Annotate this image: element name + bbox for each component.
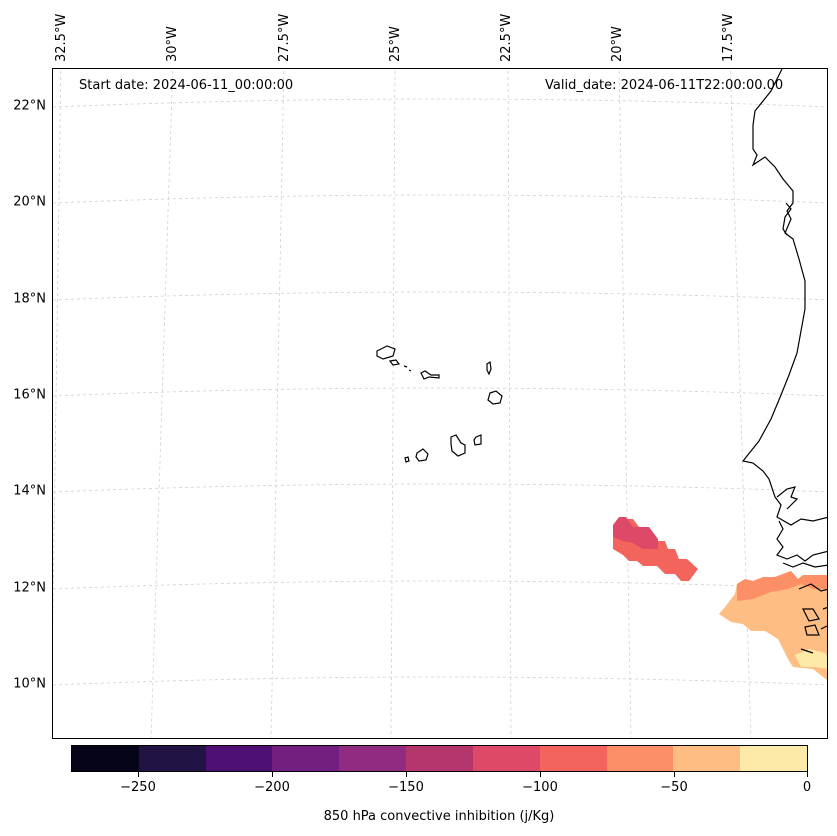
colorbar-swatch [472, 746, 540, 771]
start-date-label: Start date: 2024-06-11_00:00:00 [79, 78, 294, 93]
meridian-20w [618, 69, 632, 738]
colorbar-swatch [272, 746, 340, 771]
west-africa-coast [741, 69, 827, 526]
colorbar-label-minus-100: −100 [522, 780, 558, 795]
lat-label-12n: 12°N [13, 580, 46, 596]
graticule [53, 69, 827, 738]
colorbar-tick [807, 772, 808, 777]
colorbar-title: 850 hPa convective inhibition (j/Kg) [323, 809, 555, 824]
colorbar-label-minus-250: −250 [120, 780, 156, 795]
island-maio [473, 434, 482, 446]
colorbar-swatch [72, 746, 139, 771]
colorbar-swatch [138, 746, 206, 771]
meridian-30w [150, 69, 174, 738]
lon-label-17-5w: 17.5°W [721, 13, 736, 62]
parallel-12n [53, 580, 827, 590]
colorbar [71, 745, 808, 772]
island-santo-antao [376, 345, 396, 360]
island-sao-nicolau [420, 370, 440, 380]
lon-label-27-5w: 27.5°W [277, 13, 292, 62]
island-sal [486, 360, 492, 376]
colorbar-tick [272, 772, 273, 777]
lon-label-25w: 25°W [388, 26, 403, 62]
colorbar-label-0: 0 [802, 780, 812, 795]
parallel-22n [53, 98, 827, 108]
meridian-22-5w [507, 69, 512, 738]
colorbar-swatch [673, 746, 741, 771]
cin-patch-southeast-rim [737, 571, 827, 601]
colorbar-label-minus-200: −200 [254, 780, 290, 795]
cin-field [613, 517, 827, 680]
island-brava [404, 456, 410, 463]
lat-label-18n: 18°N [13, 291, 46, 307]
lon-label-30w: 30°W [165, 26, 180, 62]
meridian-25w [390, 69, 396, 738]
map-panel [52, 68, 828, 739]
parallel-14n [53, 483, 827, 493]
island-santa-luzia [403, 365, 412, 372]
lon-label-22-5w: 22.5°W [499, 13, 514, 62]
parallel-18n [53, 291, 827, 301]
colorbar-swatch [539, 746, 607, 771]
guinea-bissau-coast [798, 583, 827, 654]
lat-label-10n: 10°N [13, 676, 46, 692]
colorbar-tick [540, 772, 541, 777]
lat-label-16n: 16°N [13, 387, 46, 403]
parallel-20n [53, 194, 827, 204]
parallel-16n [53, 387, 827, 397]
cin-patch-southeast-light [795, 649, 827, 669]
colorbar-swatch [339, 746, 407, 771]
island-boa-vista [487, 390, 503, 405]
colorbar-label-minus-150: −150 [388, 780, 424, 795]
coastlines [376, 69, 827, 654]
lat-label-22n: 22°N [13, 98, 46, 114]
colorbar-tick [138, 772, 139, 777]
mauritania-inlet [782, 202, 792, 236]
meridian-27-5w [270, 69, 285, 738]
meridian-17-5w [729, 69, 752, 738]
valid-date-label: Valid_date: 2024-06-11T22:00:00.00 [545, 78, 784, 93]
colorbar-swatch [606, 746, 674, 771]
colorbar-tick [674, 772, 675, 777]
map-canvas [53, 69, 827, 738]
parallel-10n [53, 676, 827, 686]
colorbar-tick [406, 772, 407, 777]
lat-label-20n: 20°N [13, 194, 46, 210]
senegal-coast-detail [776, 486, 827, 568]
colorbar-label-minus-50: −50 [660, 780, 688, 795]
lat-label-14n: 14°N [13, 483, 46, 499]
island-sao-vicente [388, 359, 401, 366]
colorbar-swatch [740, 746, 807, 771]
island-santiago [450, 434, 466, 457]
island-fogo [415, 448, 429, 462]
lon-label-20w: 20°W [610, 26, 625, 62]
meridian-32-5w [53, 69, 62, 632]
colorbar-swatch [205, 746, 273, 771]
lon-label-32-5w: 32.5°W [54, 13, 69, 62]
colorbar-swatch [406, 746, 473, 771]
cin-patch-middle-core [613, 517, 658, 549]
